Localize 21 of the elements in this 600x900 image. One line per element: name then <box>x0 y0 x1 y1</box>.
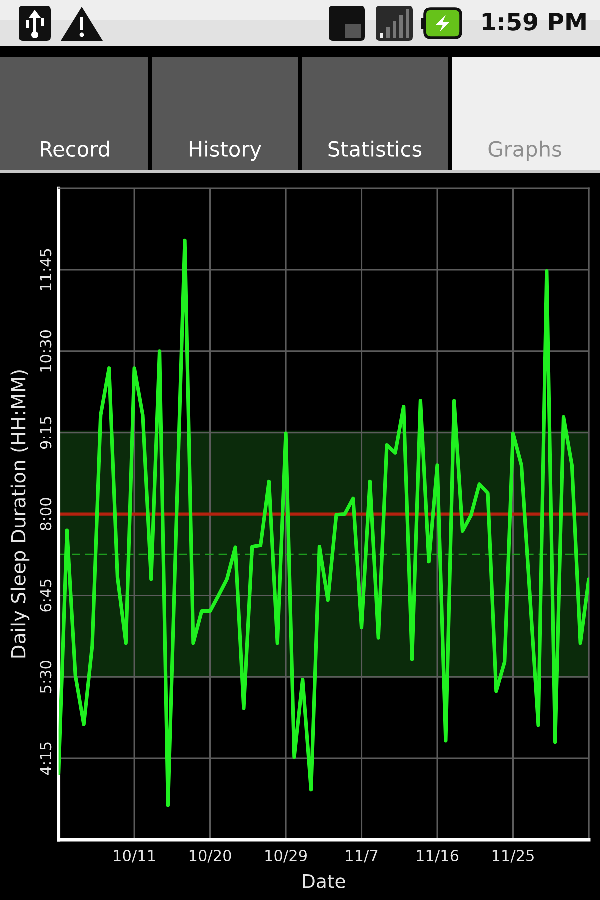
x-tick-label: 10/20 <box>190 850 232 863</box>
line-series <box>58 238 589 808</box>
x-tick-label: 11/25 <box>492 850 534 863</box>
y-tick-label: 6:45 <box>40 580 52 612</box>
y-tick-label: 4:15 <box>40 742 52 775</box>
text: 1:59 PM <box>482 13 586 31</box>
y-tick-label: 5:30 <box>40 661 52 694</box>
y-tick-label: 10:30 <box>40 330 52 372</box>
x-tick-label: 10/11 <box>114 850 156 863</box>
y-tick-label: 9:15 <box>40 417 52 450</box>
x-tick-label: 10/29 <box>266 850 307 863</box>
x-axis-title: Date <box>303 874 346 888</box>
x-tick-label: 11/16 <box>417 850 459 863</box>
text: Statistics <box>328 140 422 158</box>
text: Record <box>41 140 110 158</box>
text: History <box>190 140 262 162</box>
y-axis-title: Daily Sleep Duration (HH:MM) <box>10 370 30 658</box>
x-tick-label: 11/7 <box>346 850 378 863</box>
text: Graphs <box>488 140 562 162</box>
y-tick-label: 11:45 <box>40 249 52 290</box>
y-tick-label: 8:00 <box>40 498 52 530</box>
